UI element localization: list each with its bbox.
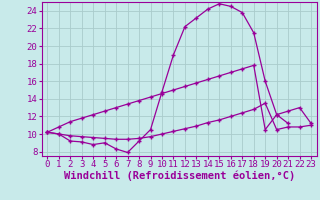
- X-axis label: Windchill (Refroidissement éolien,°C): Windchill (Refroidissement éolien,°C): [64, 171, 295, 181]
